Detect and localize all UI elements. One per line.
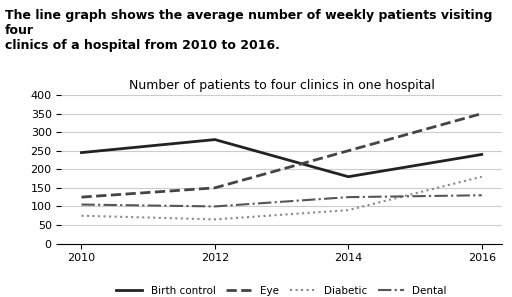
Legend: Birth control, Eye, Diabetic, Dental: Birth control, Eye, Diabetic, Dental <box>112 282 451 297</box>
Text: The line graph shows the average number of weekly patients visiting four
clinics: The line graph shows the average number … <box>5 9 493 52</box>
Dental <box>345 195 351 199</box>
Dental <box>479 194 485 197</box>
Eye <box>212 186 218 190</box>
Eye <box>479 112 485 116</box>
Diabetic <box>345 208 351 212</box>
Dental <box>78 203 84 206</box>
Eye <box>345 149 351 153</box>
Birth control <box>78 151 84 154</box>
Diabetic <box>479 175 485 178</box>
Dental <box>212 205 218 208</box>
Line: Birth control: Birth control <box>81 140 482 177</box>
Line: Dental: Dental <box>81 195 482 206</box>
Line: Diabetic: Diabetic <box>81 177 482 219</box>
Birth control <box>212 138 218 141</box>
Eye <box>78 195 84 199</box>
Line: Eye: Eye <box>81 114 482 197</box>
Diabetic <box>212 218 218 221</box>
Title: Number of patients to four clinics in one hospital: Number of patients to four clinics in on… <box>129 80 435 92</box>
Birth control <box>345 175 351 178</box>
Diabetic <box>78 214 84 217</box>
Birth control <box>479 153 485 156</box>
